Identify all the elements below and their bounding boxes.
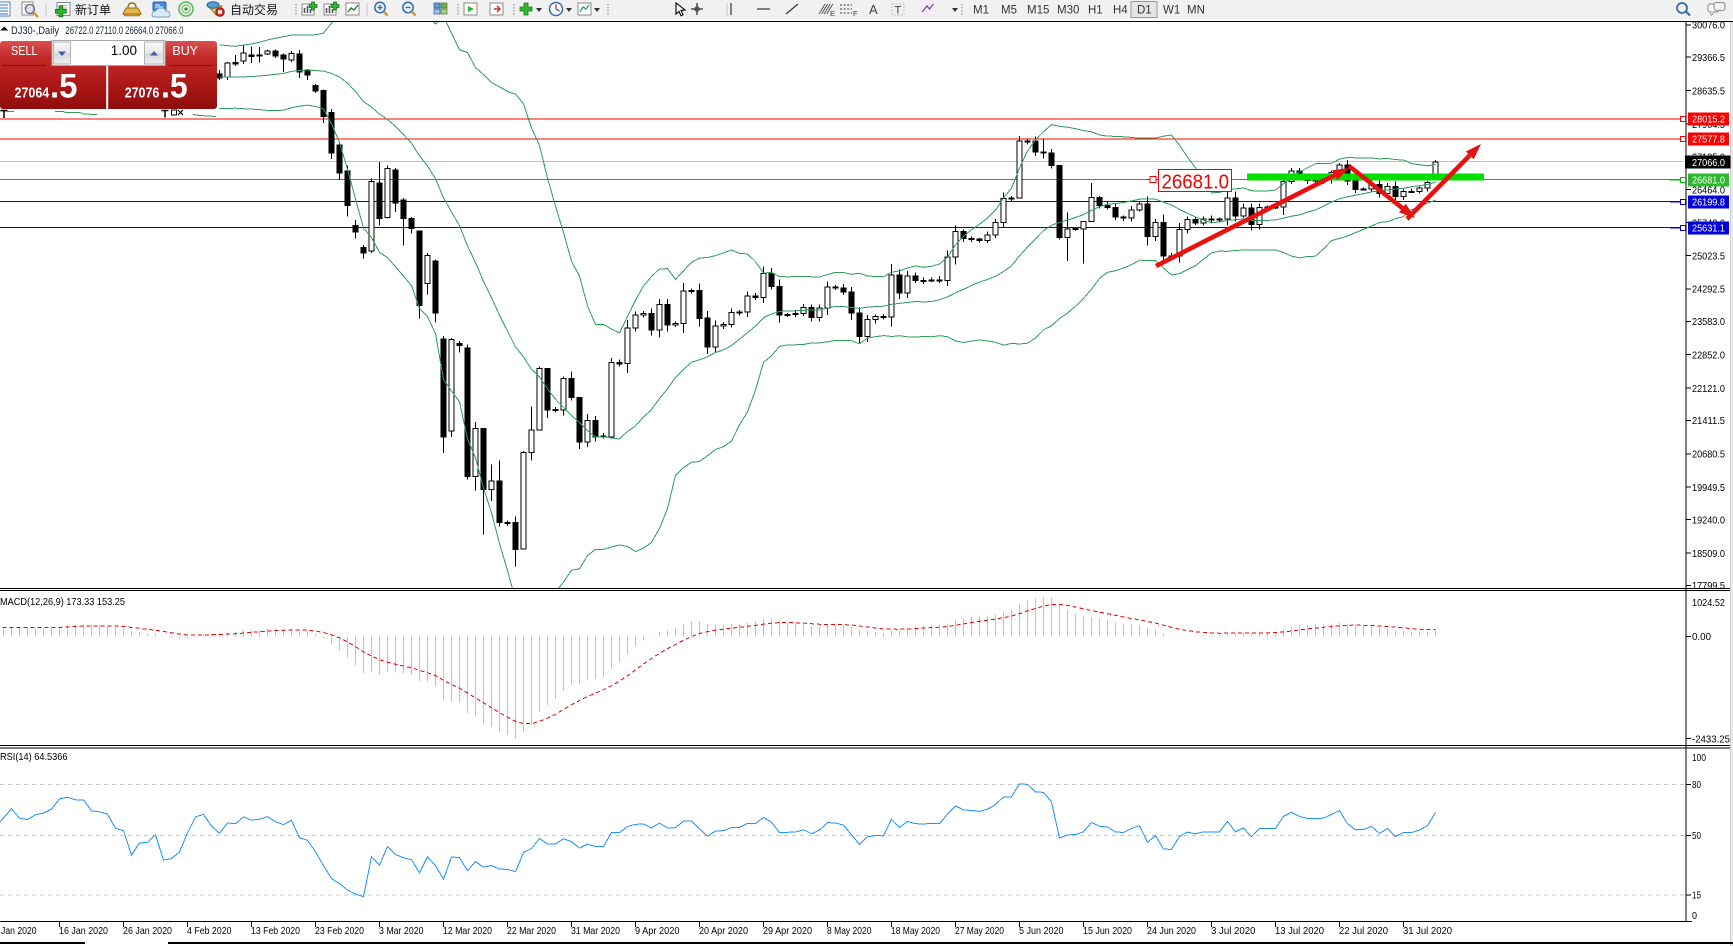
svg-text:H1: H1 [1088,5,1103,17]
svg-text:22121.0: 22121.0 [1692,383,1725,395]
svg-text:26464.0: 26464.0 [1692,185,1725,197]
svg-text:DJ30-,Daily: DJ30-,Daily [11,25,59,37]
svg-text:50: 50 [1692,830,1701,842]
svg-text:20680.5: 20680.5 [1692,449,1725,461]
svg-text:26722.0 27110.0 26664.0 27066.: 26722.0 27110.0 26664.0 27066.0 [65,25,183,37]
svg-text:MN: MN [1187,5,1205,17]
svg-text:15: 15 [1692,890,1701,902]
svg-text:29 Apr 2020: 29 Apr 2020 [763,925,812,937]
svg-text:E: E [830,9,835,18]
svg-text:18 May 2020: 18 May 2020 [891,925,940,937]
svg-text:F: F [853,9,858,18]
svg-text:20 Apr 2020: 20 Apr 2020 [699,925,748,937]
svg-text:12 Mar 2020: 12 Mar 2020 [443,925,492,937]
svg-text:Jan 2020: Jan 2020 [1,925,37,937]
svg-text:.5: .5 [50,67,78,105]
svg-text:27064: 27064 [15,84,50,101]
svg-text:80: 80 [1692,779,1701,791]
svg-text:23583.0: 23583.0 [1692,316,1725,328]
svg-text:28635.5: 28635.5 [1692,85,1725,97]
svg-text:1.00: 1.00 [111,43,137,58]
svg-text:MACD(12,26,9) 173.33 153.25: MACD(12,26,9) 173.33 153.25 [0,596,125,608]
svg-text:A: A [869,2,878,17]
svg-text:BUY: BUY [172,43,198,58]
svg-text:26681.0: 26681.0 [1692,175,1725,187]
svg-text:27 May 2020: 27 May 2020 [955,925,1004,937]
svg-text:24292.5: 24292.5 [1692,284,1725,296]
svg-text:17799.5: 17799.5 [1692,580,1725,592]
svg-text:3 Jul 2020: 3 Jul 2020 [1211,925,1256,937]
svg-text:27066.0: 27066.0 [1692,157,1725,169]
svg-text:4 Feb 2020: 4 Feb 2020 [187,925,232,937]
svg-text:21411.5: 21411.5 [1692,415,1725,427]
svg-text:15 Jun 2020: 15 Jun 2020 [1083,925,1132,937]
svg-text:M30: M30 [1057,5,1079,17]
svg-text:31 Mar 2020: 31 Mar 2020 [571,925,620,937]
svg-text:.5: .5 [161,67,188,105]
svg-text:26199.8: 26199.8 [1692,197,1725,209]
svg-text:新订单: 新订单 [75,2,111,17]
svg-text:25631.1: 25631.1 [1692,223,1725,235]
svg-text:1024.52: 1024.52 [1692,597,1725,609]
svg-text:M1: M1 [973,5,989,17]
svg-text:0: 0 [1692,910,1697,922]
svg-text:D1: D1 [1137,5,1152,17]
svg-text:29366.5: 29366.5 [1692,52,1725,64]
svg-text:W1: W1 [1163,5,1180,17]
svg-text:H4: H4 [1113,5,1128,17]
svg-text:19949.5: 19949.5 [1692,482,1725,494]
svg-text:16 Jan 2020: 16 Jan 2020 [59,925,108,937]
svg-text:9 Apr 2020: 9 Apr 2020 [635,925,680,937]
svg-text:5 Jun 2020: 5 Jun 2020 [1019,925,1064,937]
svg-text:22 Jul 2020: 22 Jul 2020 [1339,925,1388,937]
svg-text:8 May 2020: 8 May 2020 [827,925,872,937]
svg-text:31 Jul 2020: 31 Jul 2020 [1403,925,1452,937]
svg-text:19240.0: 19240.0 [1692,514,1725,526]
svg-text:T: T [895,5,902,17]
svg-text:13 Feb 2020: 13 Feb 2020 [251,925,300,937]
svg-text:3 Mar 2020: 3 Mar 2020 [379,925,424,937]
svg-text:13 Jul 2020: 13 Jul 2020 [1275,925,1324,937]
svg-text:18509.0: 18509.0 [1692,548,1725,560]
svg-text:M5: M5 [1001,5,1017,17]
svg-text:22852.0: 22852.0 [1692,350,1725,362]
svg-text:自动交易: 自动交易 [230,2,278,17]
svg-text:25023.5: 25023.5 [1692,250,1725,262]
svg-text:RSI(14) 64.5366: RSI(14) 64.5366 [0,751,68,763]
svg-text:27577.8: 27577.8 [1692,134,1725,146]
svg-text:-2433.25: -2433.25 [1692,733,1730,745]
svg-text:0.00: 0.00 [1692,631,1711,643]
svg-text:24 Jun 2020: 24 Jun 2020 [1147,925,1196,937]
svg-text:M15: M15 [1027,5,1049,17]
svg-text:23 Feb 2020: 23 Feb 2020 [315,925,364,937]
svg-text:30076.0: 30076.0 [1692,20,1725,32]
svg-text:26 Jan 2020: 26 Jan 2020 [123,925,172,937]
svg-text:27076: 27076 [125,84,160,101]
svg-text:22 Mar 2020: 22 Mar 2020 [507,925,556,937]
svg-text:28015.2: 28015.2 [1692,114,1725,126]
svg-text:100: 100 [1692,752,1706,764]
svg-text:26681.0: 26681.0 [1162,172,1230,194]
svg-text:SELL: SELL [11,43,38,58]
